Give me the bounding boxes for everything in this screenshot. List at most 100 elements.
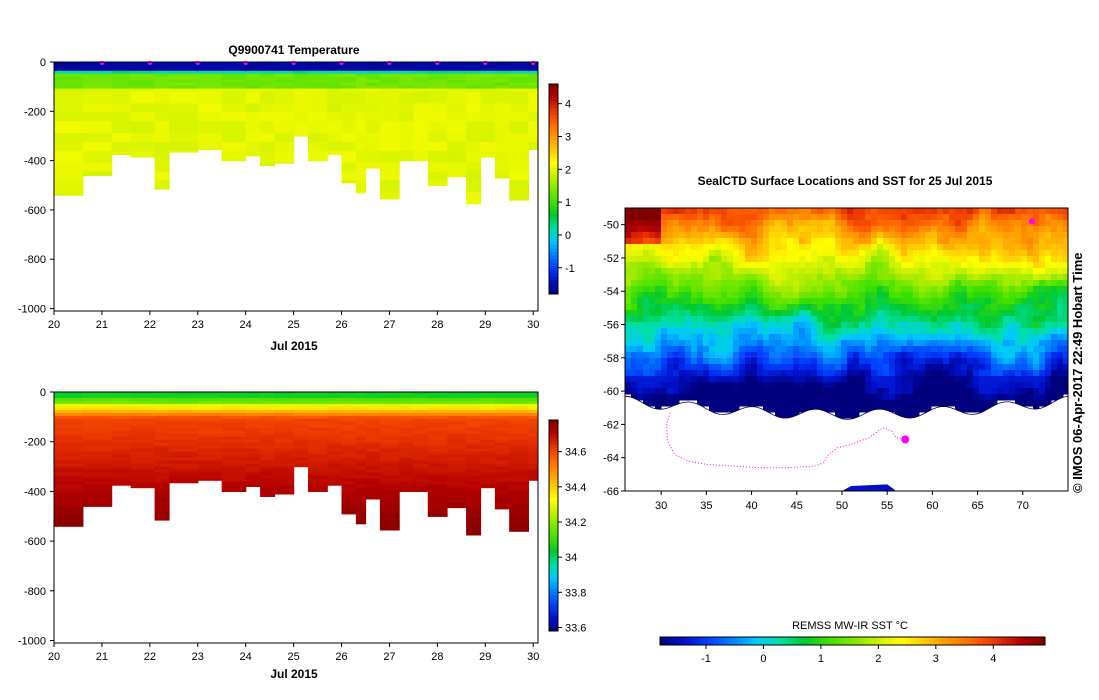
sst-cell	[691, 238, 698, 245]
sst-cell	[691, 256, 698, 263]
sst-cell	[1003, 340, 1010, 347]
heatmap-cell	[54, 150, 84, 155]
sst-cell	[979, 292, 986, 299]
sst-cell	[967, 250, 974, 257]
sst-cell	[775, 262, 782, 269]
sst-cell	[877, 364, 884, 371]
colorbar-segment	[549, 553, 558, 558]
heatmap-cell	[327, 400, 343, 405]
sst-cell	[643, 388, 650, 395]
heatmap-cell	[379, 171, 400, 176]
sst-cell	[721, 382, 728, 389]
heatmap-cell	[260, 493, 276, 497]
heatmap-cell	[245, 392, 261, 396]
heatmap-cell	[379, 100, 400, 105]
heatmap-cell	[365, 403, 381, 408]
heatmap-cell	[494, 466, 510, 471]
sst-cell	[661, 358, 668, 365]
colorbar-segment	[549, 479, 558, 484]
sst-cell	[847, 250, 854, 257]
heatmap-cell	[494, 76, 510, 81]
sst-cell	[1039, 334, 1046, 341]
sst-cell	[931, 292, 938, 299]
heatmap-cell	[341, 130, 357, 134]
colorbar-segment	[549, 564, 558, 569]
sst-cell	[739, 334, 746, 341]
colorbar-segment	[549, 444, 558, 449]
colorbar-segment	[549, 515, 558, 519]
heatmap-cell	[528, 430, 538, 435]
colorbar-segment	[842, 637, 849, 645]
sst-cell	[961, 340, 968, 347]
sst-cell	[853, 214, 860, 221]
sst-cell	[1063, 304, 1068, 311]
heatmap-cell	[82, 457, 113, 462]
sst-cell	[943, 400, 950, 407]
sst-cell	[775, 250, 782, 257]
sst-cell	[985, 244, 992, 251]
sst-cell	[997, 208, 1004, 215]
sst-cell	[799, 370, 806, 377]
sst-cell	[859, 400, 866, 407]
sst-cell	[787, 262, 794, 269]
colorbar-segment	[549, 592, 558, 597]
heatmap-cell	[466, 103, 482, 107]
heatmap-cell	[274, 97, 295, 102]
sst-cell	[901, 310, 908, 317]
sst-cell	[751, 262, 758, 269]
heatmap-cell	[169, 400, 199, 405]
sst-cell	[799, 262, 806, 269]
heatmap-cell	[399, 412, 414, 417]
heatmap-cell	[399, 141, 414, 146]
heatmap-cell	[260, 395, 276, 399]
heatmap-cell	[447, 65, 467, 69]
sst-cell	[961, 232, 968, 239]
heatmap-cell	[355, 430, 367, 435]
sst-cell	[967, 220, 974, 227]
heatmap-cell	[509, 478, 529, 483]
sst-cell	[1051, 214, 1058, 221]
heatmap-cell	[54, 168, 84, 173]
sst-cell	[643, 394, 650, 401]
heatmap-cell	[260, 67, 276, 72]
heatmap-cell	[509, 409, 529, 414]
heatmap-cell	[365, 418, 381, 423]
heatmap-cell	[221, 141, 247, 146]
heatmap-cell	[308, 115, 328, 119]
sst-cell	[1033, 304, 1040, 311]
heatmap-cell	[327, 392, 343, 396]
heatmap-cell	[221, 412, 247, 417]
sst-cell	[1045, 226, 1052, 233]
sst-cell	[967, 208, 974, 215]
colorbar-segment	[549, 451, 558, 456]
sst-cell	[895, 376, 902, 383]
sst-cell	[667, 394, 674, 401]
colorbar-segment	[549, 430, 558, 435]
sst-cell	[919, 208, 926, 215]
sst-cell	[925, 268, 932, 275]
heatmap-cell	[274, 433, 295, 438]
sst-cell	[895, 274, 902, 281]
heatmap-cell	[379, 136, 400, 140]
sst-cell	[1027, 322, 1034, 329]
heatmap-cell	[154, 502, 170, 506]
heatmap-cell	[130, 466, 156, 471]
sst-cell	[991, 268, 998, 275]
sst-cell	[835, 286, 842, 293]
sst-cell	[685, 274, 692, 281]
sst-cell	[1045, 292, 1052, 299]
sst-cell	[1021, 298, 1028, 305]
heatmap-cell	[413, 398, 429, 402]
sst-cell	[817, 256, 824, 263]
heatmap-cell	[447, 403, 467, 408]
heatmap-cell	[54, 171, 84, 176]
sst-cell	[745, 352, 752, 359]
heatmap-cell	[447, 460, 467, 465]
sst-cell	[637, 244, 644, 251]
sst-cell	[973, 298, 980, 305]
sst-cell	[901, 340, 908, 347]
heatmap-cell	[509, 475, 529, 480]
sst-cell	[925, 406, 932, 413]
colorbar-segment	[847, 637, 853, 645]
sst-cell	[685, 340, 692, 347]
